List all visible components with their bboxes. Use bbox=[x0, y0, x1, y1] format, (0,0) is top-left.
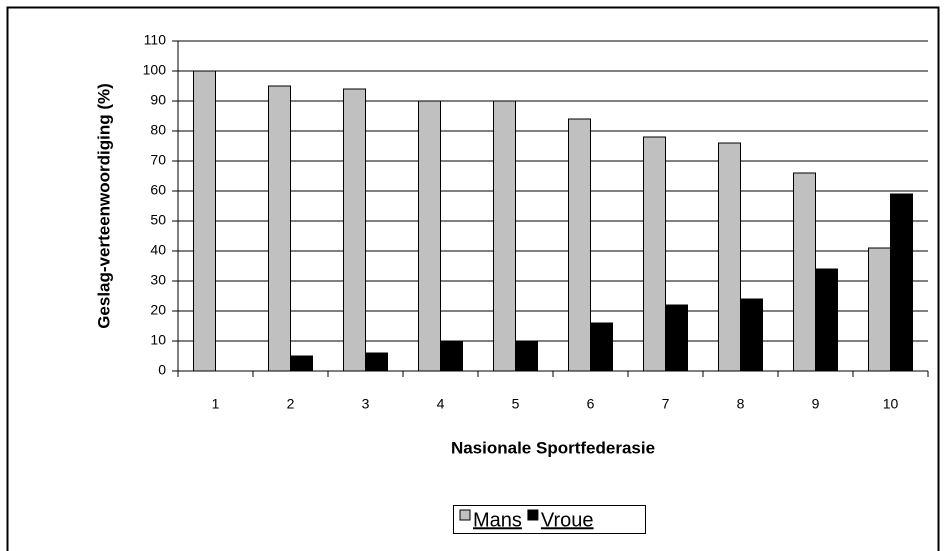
y-tick-label: 70 bbox=[150, 152, 166, 168]
bar bbox=[440, 340, 463, 372]
x-tick-label: 5 bbox=[512, 396, 520, 412]
x-tick-label: 9 bbox=[812, 396, 820, 412]
y-axis-title: Geslag-verteenwoordiging (%) bbox=[94, 83, 113, 329]
legend-label: Vroue bbox=[541, 509, 594, 531]
bar bbox=[718, 142, 741, 372]
bar bbox=[515, 340, 538, 372]
bar bbox=[418, 100, 441, 372]
y-tick-label: 110 bbox=[144, 32, 167, 48]
y-tick-label: 100 bbox=[143, 62, 167, 78]
bar bbox=[890, 193, 913, 372]
x-tick-label: 1 bbox=[212, 396, 220, 412]
y-tick-label: 40 bbox=[150, 242, 166, 258]
x-tick-label: 8 bbox=[737, 396, 745, 412]
frame bbox=[6, 6, 940, 551]
x-tick-label: 7 bbox=[662, 396, 670, 412]
y-tick-label: 90 bbox=[150, 92, 166, 108]
bar bbox=[568, 118, 591, 372]
y-tick-label: 60 bbox=[150, 182, 166, 198]
y-tick-label: 0 bbox=[158, 362, 166, 378]
bar bbox=[365, 352, 388, 372]
x-tick-label: 3 bbox=[362, 396, 370, 412]
bar bbox=[740, 298, 763, 372]
legend-box bbox=[453, 505, 646, 534]
x-tick-label: 4 bbox=[437, 396, 445, 412]
x-tick-label: 6 bbox=[587, 396, 595, 412]
bar bbox=[268, 85, 291, 372]
y-tick-label: 80 bbox=[150, 122, 166, 138]
bar bbox=[493, 100, 516, 372]
bar bbox=[193, 70, 216, 372]
bar bbox=[868, 247, 891, 372]
x-axis-title: Nasionale Sportfederasie bbox=[451, 438, 655, 457]
x-tick-label: 10 bbox=[883, 396, 899, 412]
y-tick-label: 50 bbox=[150, 212, 166, 228]
y-tick-label: 10 bbox=[150, 332, 166, 348]
bar bbox=[793, 172, 816, 372]
bar bbox=[343, 88, 366, 372]
legend-label: Mans bbox=[473, 509, 522, 531]
y-tick-label: 30 bbox=[150, 272, 166, 288]
legend-swatch bbox=[527, 509, 539, 521]
bar bbox=[643, 136, 666, 372]
bar bbox=[590, 322, 613, 372]
bar bbox=[815, 268, 838, 372]
x-tick-label: 2 bbox=[287, 396, 295, 412]
bar bbox=[665, 304, 688, 372]
bar bbox=[290, 355, 313, 372]
legend-swatch bbox=[459, 509, 471, 521]
y-tick-label: 20 bbox=[150, 302, 166, 318]
